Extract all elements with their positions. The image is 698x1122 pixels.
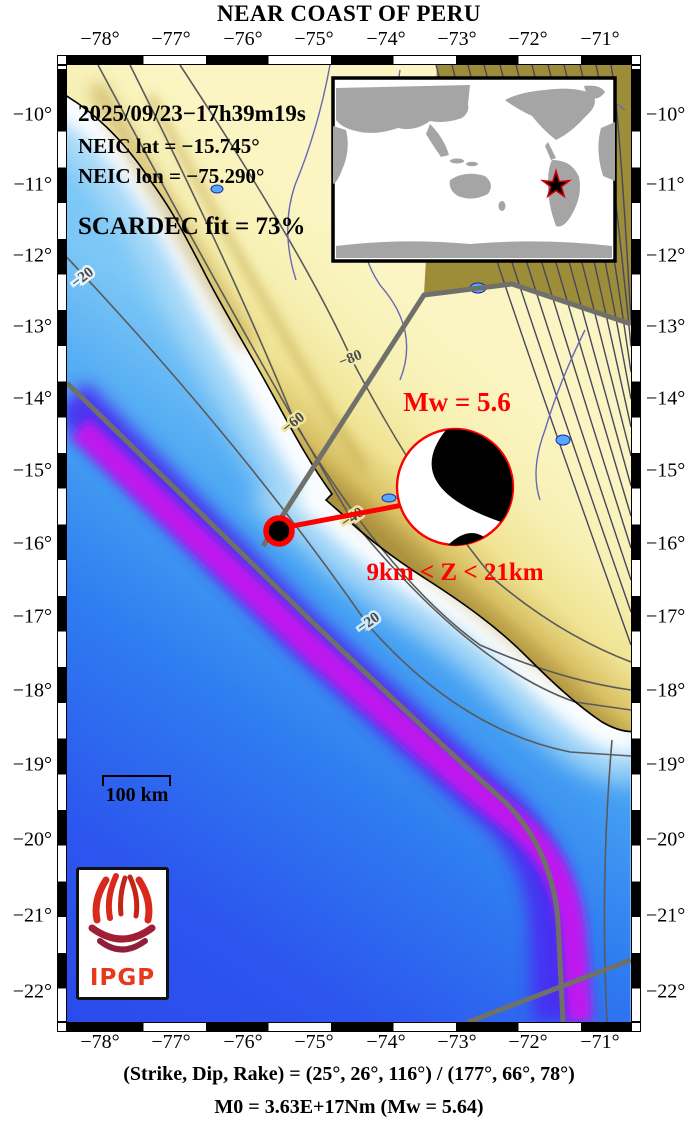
lon-label: −73° — [437, 28, 477, 50]
lon-label: −71° — [580, 28, 620, 50]
lat-label: −13° — [646, 315, 686, 338]
scale-bar-label: 100 km — [105, 784, 169, 806]
lat-label: −20° — [12, 828, 52, 851]
beachball-focal-mechanism — [395, 427, 515, 547]
lon-label: −77° — [151, 28, 191, 50]
inset-continents — [333, 85, 615, 258]
map-frame-left — [57, 65, 67, 1022]
lat-label: −22° — [12, 980, 52, 1003]
map-frame-top — [67, 55, 631, 65]
map-frame-bottom — [67, 1022, 631, 1032]
lat-label: −10° — [646, 103, 686, 126]
ipgp-logo: IPGP — [76, 867, 169, 1000]
lon-label: −75° — [294, 28, 334, 50]
lon-label: −74° — [366, 1031, 406, 1053]
lat-label: −17° — [12, 605, 52, 628]
lat-label: −10° — [12, 103, 52, 126]
lat-label: −13° — [12, 315, 52, 338]
moment-magnitude-line: M0 = 3.63E+17Nm (Mw = 5.64) — [214, 1096, 484, 1118]
frame-corner — [57, 55, 67, 65]
lat-label: −19° — [12, 753, 52, 776]
page-title: NEAR COAST OF PERU — [217, 1, 481, 26]
ipgp-emblem-icon — [88, 873, 156, 953]
origin-time: 2025/09/23−17h39m19s — [78, 101, 306, 126]
inset-epicenter-star — [539, 168, 573, 199]
lat-label: −19° — [646, 753, 686, 776]
lat-label: −15° — [12, 459, 52, 482]
lat-label: −21° — [646, 904, 686, 927]
lon-label: −72° — [508, 1031, 548, 1053]
lon-label: −75° — [294, 1031, 334, 1053]
connector-line — [281, 502, 404, 531]
lon-label: −77° — [151, 1031, 191, 1053]
plate-boundary-lines — [67, 281, 631, 1022]
lon-label: −78° — [80, 1031, 120, 1053]
lat-label: −15° — [646, 459, 686, 482]
lat-label: −16° — [12, 532, 52, 555]
lat-label: −20° — [646, 828, 686, 851]
frame-corner — [57, 1022, 67, 1032]
lat-label: −16° — [646, 532, 686, 555]
frame-corner — [631, 1022, 641, 1032]
depth-range-label: 9km < Z < 21km — [366, 559, 544, 586]
lat-label: −17° — [646, 605, 686, 628]
strike-dip-rake-line: (Strike, Dip, Rake) = (25°, 26°, 116°) /… — [123, 1063, 575, 1085]
lon-label: −73° — [437, 1031, 477, 1053]
map-frame-right — [631, 65, 641, 1022]
lon-label: −76° — [223, 28, 263, 50]
lat-label: −22° — [646, 980, 686, 1003]
lon-label: −76° — [223, 1031, 263, 1053]
lat-label: −14° — [12, 387, 52, 410]
frame-corner — [631, 55, 641, 65]
lat-label: −21° — [12, 904, 52, 927]
lon-label: −74° — [366, 28, 406, 50]
epicenter-marker — [263, 515, 295, 547]
lat-label: −11° — [13, 173, 52, 196]
neic-longitude: NEIC lon = −75.290° — [78, 164, 265, 188]
scardec-fit: SCARDEC fit = 73% — [78, 213, 306, 240]
lat-label: −18° — [12, 679, 52, 702]
world-inset-map — [331, 76, 617, 263]
lon-label: −71° — [580, 1031, 620, 1053]
map-art: −20 −20 −40 −60 −80 — [67, 65, 631, 1022]
lat-label: −12° — [12, 244, 52, 267]
ipgp-wordmark: IPGP — [89, 965, 156, 991]
magnitude-label: Mw = 5.6 — [403, 387, 511, 417]
coastline — [67, 95, 631, 733]
trench-bands — [67, 381, 593, 1022]
lat-label: −11° — [646, 173, 685, 196]
lon-label: −72° — [508, 28, 548, 50]
map-area: −20 −20 −40 −60 −80 — [67, 65, 631, 1022]
lon-label: −78° — [80, 28, 120, 50]
neic-latitude: NEIC lat = −15.745° — [78, 134, 260, 158]
lat-label: −12° — [646, 244, 686, 267]
lat-label: −14° — [646, 387, 686, 410]
lat-label: −18° — [646, 679, 686, 702]
scale-bar — [102, 775, 171, 786]
